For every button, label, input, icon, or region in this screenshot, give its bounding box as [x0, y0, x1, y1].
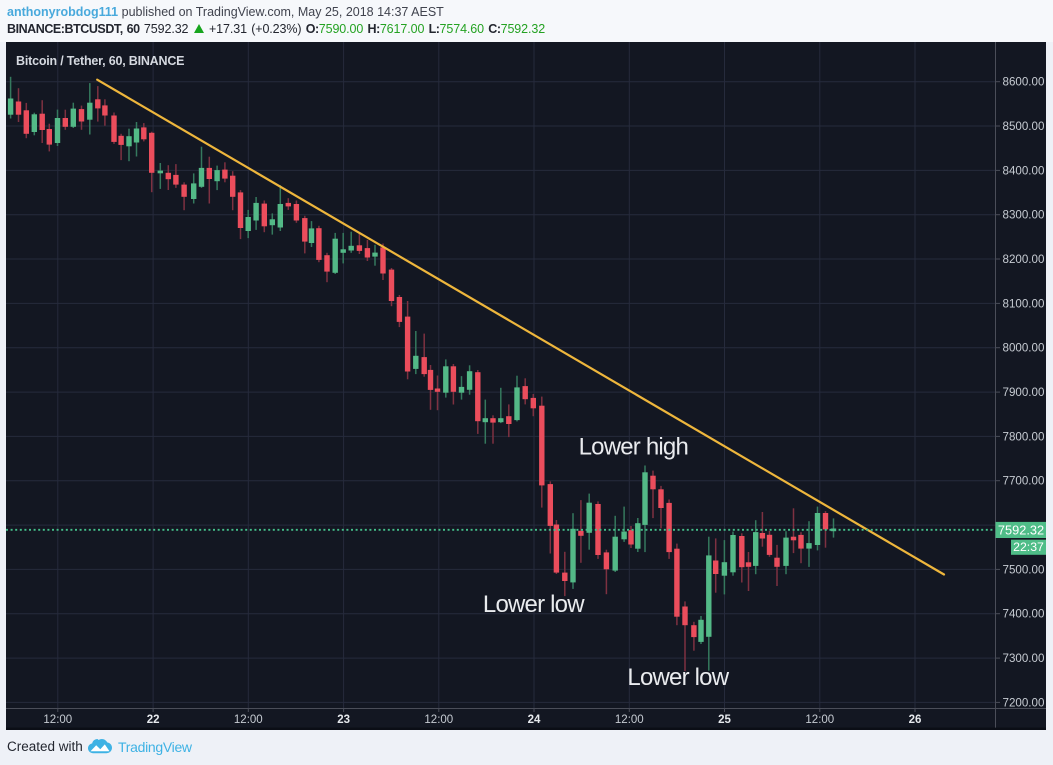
svg-text:8400.00: 8400.00 — [1003, 164, 1045, 177]
svg-text:8300.00: 8300.00 — [1003, 209, 1045, 222]
svg-text:Lower low: Lower low — [627, 664, 729, 691]
svg-text:Bitcoin / Tether, 60, BINANCE: Bitcoin / Tether, 60, BINANCE — [16, 54, 184, 68]
svg-text:Lower high: Lower high — [579, 434, 688, 461]
svg-text:7800.00: 7800.00 — [1003, 430, 1045, 443]
svg-text:7700.00: 7700.00 — [1003, 475, 1045, 488]
svg-text:22:37: 22:37 — [1013, 540, 1044, 554]
svg-text:12:00: 12:00 — [424, 714, 453, 726]
svg-text:7200.00: 7200.00 — [1003, 696, 1045, 709]
svg-text:12:00: 12:00 — [234, 714, 263, 726]
svg-text:Lower low: Lower low — [483, 591, 585, 618]
svg-text:7900.00: 7900.00 — [1003, 386, 1045, 399]
svg-text:8100.00: 8100.00 — [1003, 297, 1045, 310]
svg-text:26: 26 — [909, 714, 922, 726]
svg-text:12:00: 12:00 — [615, 714, 644, 726]
svg-text:7500.00: 7500.00 — [1003, 563, 1045, 576]
svg-text:8000.00: 8000.00 — [1003, 342, 1045, 355]
svg-text:23: 23 — [337, 714, 350, 726]
svg-text:24: 24 — [528, 714, 541, 726]
svg-text:8500.00: 8500.00 — [1003, 120, 1045, 133]
svg-text:7400.00: 7400.00 — [1003, 608, 1045, 621]
svg-text:12:00: 12:00 — [805, 714, 834, 726]
svg-text:8600.00: 8600.00 — [1003, 76, 1045, 89]
svg-text:7300.00: 7300.00 — [1003, 652, 1045, 665]
svg-text:25: 25 — [718, 714, 731, 726]
svg-text:7592.32: 7592.32 — [998, 522, 1044, 537]
svg-text:12:00: 12:00 — [43, 714, 72, 726]
svg-text:8200.00: 8200.00 — [1003, 253, 1045, 266]
svg-text:22: 22 — [147, 714, 160, 726]
